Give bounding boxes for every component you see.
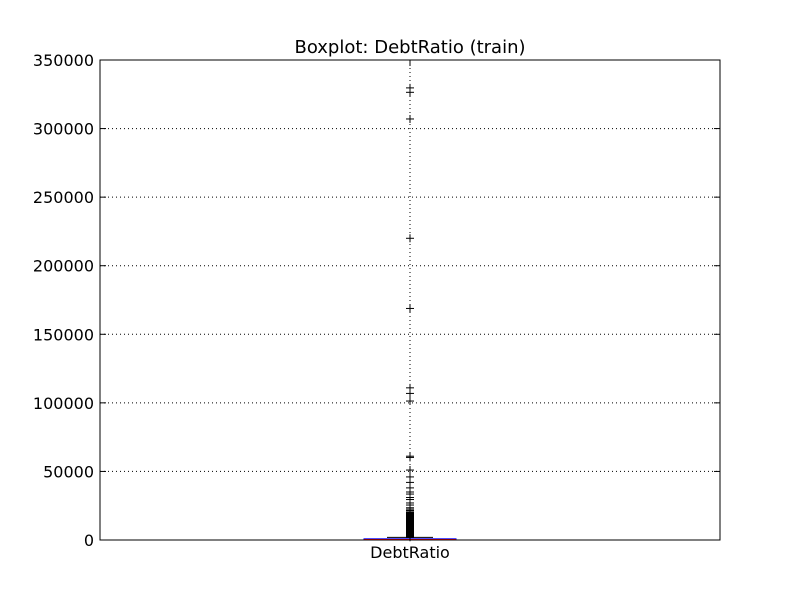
outlier-point — [406, 88, 414, 97]
y-tick-label: 150000 — [33, 325, 94, 344]
y-tick-label: 250000 — [33, 188, 94, 207]
y-tick-label: 100000 — [33, 394, 94, 413]
outlier-layer — [406, 83, 414, 542]
x-axis-ticks: DebtRatio — [370, 60, 450, 562]
outlier-point — [406, 234, 414, 243]
outlier-point — [406, 114, 414, 123]
y-tick-label: 0 — [84, 531, 94, 550]
y-tick-label: 50000 — [43, 462, 94, 481]
y-tick-label: 300000 — [33, 120, 94, 139]
outlier-cluster — [406, 511, 414, 538]
outlier-point — [406, 466, 414, 475]
outlier-point — [406, 389, 414, 398]
y-tick-label: 200000 — [33, 257, 94, 276]
chart-title: Boxplot: DebtRatio (train) — [294, 37, 525, 58]
outlier-point — [406, 453, 414, 462]
outlier-point — [406, 397, 414, 406]
plot-area-frame — [99, 59, 721, 541]
outlier-point — [406, 304, 414, 313]
y-axis-ticks: 0 50000 100000 150000 200000 250000 300000 3500… — [33, 51, 720, 550]
x-tick-label: DebtRatio — [370, 543, 450, 562]
y-tick-label: 350000 — [33, 51, 94, 70]
